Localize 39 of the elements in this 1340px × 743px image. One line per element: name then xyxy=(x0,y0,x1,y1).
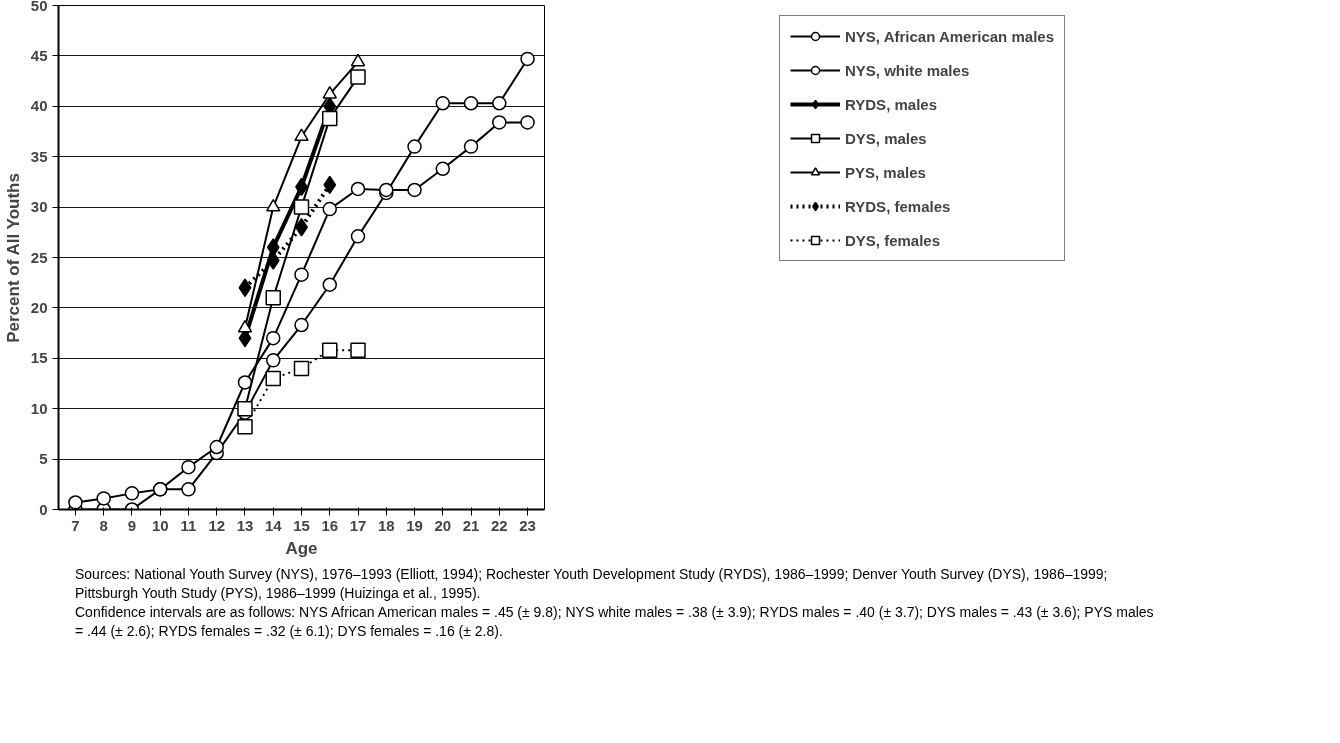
y-tick-label: 50 xyxy=(30,0,48,14)
x-tick-label: 10 xyxy=(151,516,169,534)
y-tick-label: 25 xyxy=(30,248,48,266)
y-tick-label: 45 xyxy=(30,46,48,64)
y-tick-label: 40 xyxy=(30,97,48,115)
x-tick-label: 23 xyxy=(519,516,536,534)
x-tick-label: 13 xyxy=(236,516,254,534)
x-tick-label: 11 xyxy=(180,516,197,534)
y-tick-label: 5 xyxy=(39,450,48,468)
x-tick-label: 20 xyxy=(434,516,452,534)
x-tick-label: 14 xyxy=(264,516,283,534)
y-tick-label: 10 xyxy=(30,399,48,417)
x-tick-label: 18 xyxy=(377,516,395,534)
y-axis-title: Percent of All Youths xyxy=(3,173,23,343)
x-tick-label: 7 xyxy=(71,516,80,534)
x-tick-label: 22 xyxy=(490,516,508,534)
x-axis-title: Age xyxy=(285,538,318,558)
y-tick-label: 30 xyxy=(30,198,48,216)
legend-label: RYDS, males xyxy=(845,95,938,113)
y-tick-label: 35 xyxy=(30,147,48,165)
text: Confidence intervals are as follows: NYS African American males = .45 (± 9.8); NYS white males = .38 (± 3.9); RYDS males = .40 (± 3.7); DYS males = .43 (± 3.6); PYS males = .44 (± 2.6); RYDS females = .32 (± 6.1); DYS females = .16 (± 2.8). xyxy=(75,603,1154,639)
x-tick-label: 17 xyxy=(349,516,367,534)
legend-label: NYS, white males xyxy=(845,61,970,79)
source-note: Sources: National Youth Survey (NYS), 1976–1993 (Elliott, 1994); Rochester Youth Development Study (RYDS), 1986–1999; Denver Youth Survey (DYS), 1986–1999; Pittsburgh Youth Study (PYS), 1986–1999 (Huizinga et al., 1995). xyxy=(75,566,1108,601)
x-tick-label: 8 xyxy=(99,516,108,534)
legend-label: RYDS, females xyxy=(845,197,951,215)
y-tick-label: 20 xyxy=(30,298,48,316)
legend-label: NYS, African American males xyxy=(845,27,1054,45)
legend-label: DYS, males xyxy=(845,129,927,147)
x-tick-label: 16 xyxy=(321,516,339,534)
legend-label: DYS, females xyxy=(845,231,941,249)
y-tick-label: 0 xyxy=(39,500,48,518)
x-tick-label: 12 xyxy=(208,516,226,534)
y-tick-label: 15 xyxy=(30,349,48,367)
x-tick-label: 15 xyxy=(293,516,310,534)
legend-label: PYS, males xyxy=(845,163,926,181)
x-tick-label: 21 xyxy=(462,516,480,534)
x-tick-label: 19 xyxy=(406,516,423,534)
x-tick-label: 9 xyxy=(127,516,137,534)
